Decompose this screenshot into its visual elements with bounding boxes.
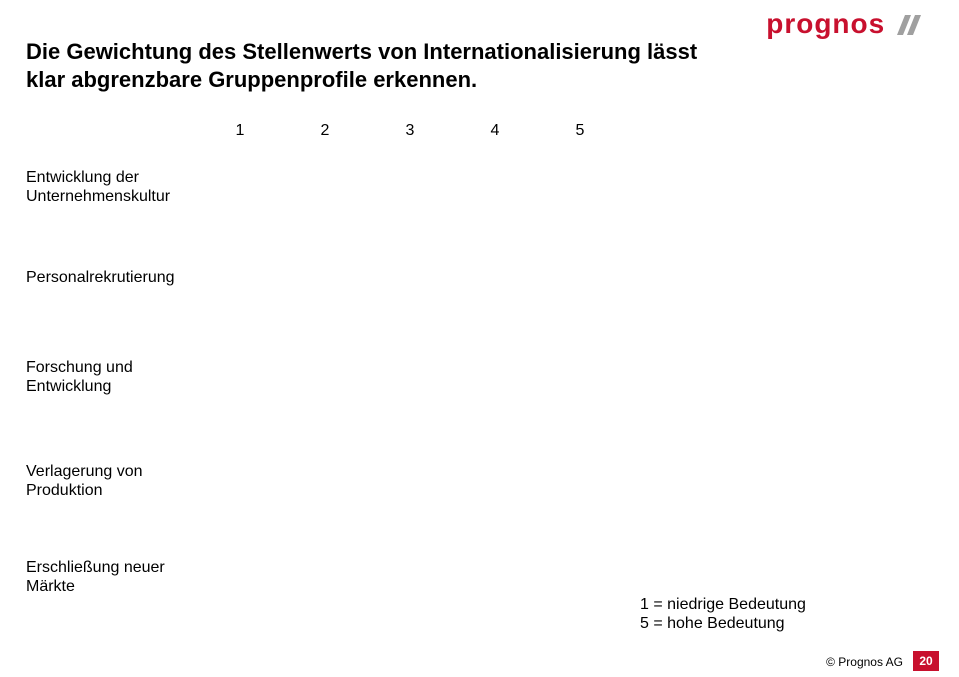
chart-svg (220, 120, 600, 620)
footer-copyright: © Prognos AG (826, 655, 903, 669)
row-label: Verlagerung von Produktion (26, 462, 206, 500)
brand-logo: prognos (766, 8, 927, 42)
row-label: Forschung und Entwicklung (26, 358, 206, 396)
scale-high: 5 = hohe Bedeutung (640, 614, 806, 633)
row-label: Erschließung neuer Märkte (26, 558, 206, 596)
logo-slash-icon (897, 10, 927, 42)
scale-note: 1 = niedrige Bedeutung 5 = hohe Bedeutun… (640, 595, 806, 633)
logo-text: prognos (766, 8, 885, 39)
row-label: Personalrekrutierung (26, 268, 175, 287)
row-label: Entwicklung der Unternehmenskultur (26, 168, 206, 206)
page-number: 20 (913, 651, 939, 671)
scale-low: 1 = niedrige Bedeutung (640, 595, 806, 614)
chart (220, 120, 600, 620)
page-title: Die Gewichtung des Stellenwerts von Inte… (26, 38, 726, 93)
